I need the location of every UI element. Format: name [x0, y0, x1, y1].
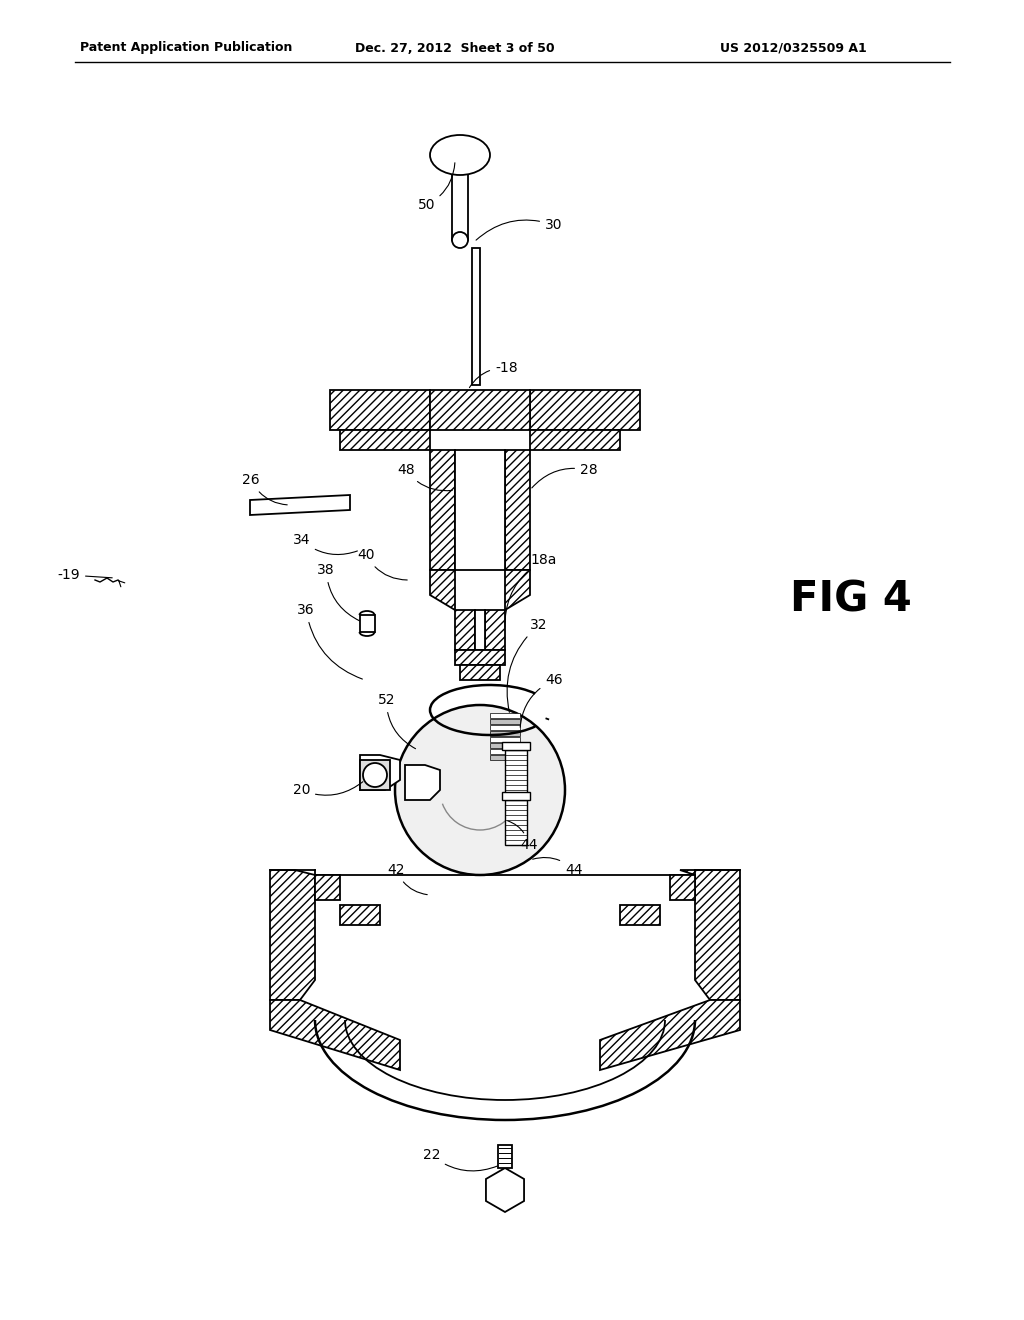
Text: 36: 36	[297, 603, 362, 678]
Text: 50: 50	[418, 162, 455, 213]
Circle shape	[395, 705, 565, 875]
Polygon shape	[360, 760, 390, 789]
Polygon shape	[505, 750, 527, 800]
Text: 30: 30	[476, 218, 562, 240]
Polygon shape	[490, 737, 520, 742]
Ellipse shape	[430, 135, 490, 176]
Polygon shape	[490, 719, 520, 723]
Polygon shape	[340, 430, 430, 450]
Text: 20: 20	[293, 781, 362, 797]
Polygon shape	[620, 906, 660, 925]
Polygon shape	[505, 570, 530, 610]
Polygon shape	[406, 766, 440, 800]
Text: 22: 22	[423, 1148, 498, 1171]
Text: Patent Application Publication: Patent Application Publication	[80, 41, 293, 54]
Polygon shape	[505, 450, 530, 570]
Polygon shape	[455, 649, 505, 665]
Polygon shape	[490, 713, 520, 718]
Polygon shape	[490, 743, 520, 748]
Polygon shape	[505, 800, 527, 845]
Polygon shape	[600, 1001, 740, 1071]
Circle shape	[362, 763, 387, 787]
Text: FIG 4: FIG 4	[790, 579, 911, 620]
Polygon shape	[315, 875, 340, 900]
Polygon shape	[502, 742, 530, 750]
Polygon shape	[486, 1168, 524, 1212]
Polygon shape	[452, 154, 468, 240]
Polygon shape	[455, 450, 505, 570]
Polygon shape	[530, 430, 620, 450]
Polygon shape	[490, 731, 520, 737]
Polygon shape	[475, 610, 485, 649]
Text: 44: 44	[508, 821, 538, 851]
Text: 42: 42	[387, 863, 427, 895]
Text: 40: 40	[357, 548, 408, 579]
Circle shape	[452, 232, 468, 248]
Polygon shape	[490, 748, 520, 754]
Text: 34: 34	[293, 533, 357, 554]
Polygon shape	[250, 495, 350, 515]
Polygon shape	[460, 665, 500, 680]
Polygon shape	[490, 755, 520, 760]
Polygon shape	[430, 389, 530, 430]
Polygon shape	[430, 450, 455, 570]
Polygon shape	[360, 755, 400, 789]
Text: 44: 44	[532, 858, 583, 876]
Text: 18a: 18a	[505, 553, 556, 627]
Polygon shape	[340, 906, 380, 925]
Text: 52: 52	[378, 693, 416, 748]
Text: 26: 26	[243, 473, 287, 504]
Text: 28: 28	[531, 463, 598, 488]
Polygon shape	[680, 870, 740, 1001]
Polygon shape	[498, 1144, 512, 1168]
Text: US 2012/0325509 A1: US 2012/0325509 A1	[720, 41, 866, 54]
Polygon shape	[330, 389, 430, 430]
Text: 32: 32	[507, 618, 548, 713]
Polygon shape	[430, 570, 455, 610]
Text: Dec. 27, 2012  Sheet 3 of 50: Dec. 27, 2012 Sheet 3 of 50	[355, 41, 555, 54]
Polygon shape	[472, 248, 480, 385]
Polygon shape	[670, 875, 695, 900]
Polygon shape	[455, 610, 475, 649]
Polygon shape	[270, 870, 315, 1001]
Text: 38: 38	[317, 564, 359, 620]
Text: -19: -19	[57, 568, 113, 582]
Text: -18: -18	[469, 360, 517, 388]
Text: 48: 48	[397, 463, 453, 491]
Polygon shape	[485, 610, 505, 649]
Polygon shape	[502, 792, 530, 800]
Polygon shape	[530, 389, 640, 430]
Polygon shape	[360, 615, 375, 632]
Polygon shape	[270, 1001, 400, 1071]
Polygon shape	[490, 725, 520, 730]
Text: 46: 46	[520, 673, 562, 727]
